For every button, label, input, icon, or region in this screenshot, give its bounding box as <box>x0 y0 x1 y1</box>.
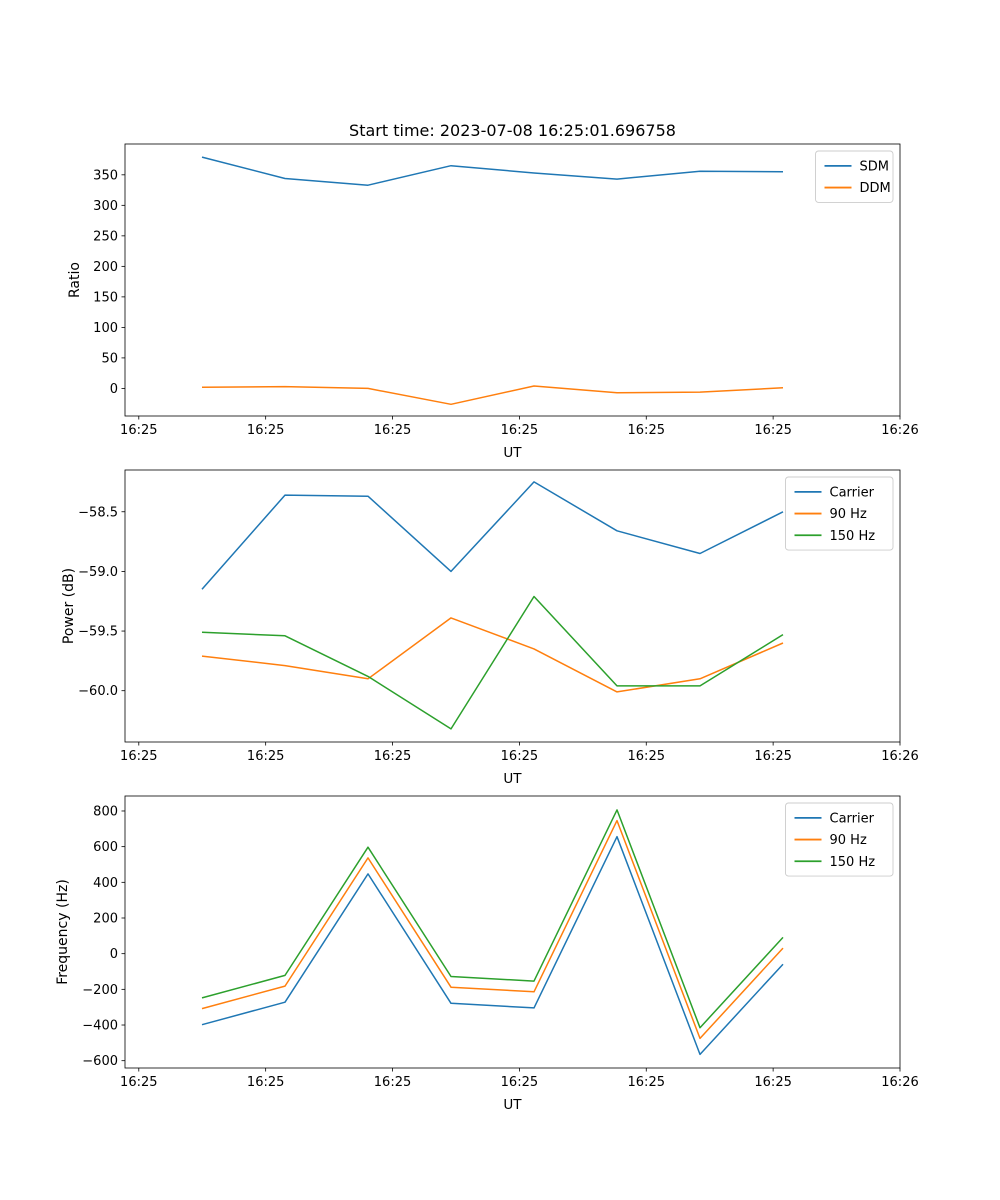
x-tick-label: 16:25 <box>120 1075 157 1090</box>
x-tick-label: 16:25 <box>374 749 411 764</box>
series-line-carrier <box>201 835 784 1056</box>
x-tick-label: 16:25 <box>374 1075 411 1090</box>
subplot-1: 350 300 250 200 150 100 50 0 16:25 16:25 16:25 16:2… <box>93 143 919 438</box>
y-tick-label: 0 <box>110 382 118 397</box>
legend: Carrier 90 Hz 150 Hz <box>785 802 894 877</box>
y-tick-label: 600 <box>93 840 118 855</box>
x-tick-label: 16:25 <box>754 749 791 764</box>
series-line-ddm <box>201 385 784 406</box>
y-tick-label: 0 <box>110 947 118 962</box>
axes-frame <box>124 795 901 1069</box>
y-tick-label: −600 <box>82 1054 118 1069</box>
legend-label: Carrier <box>830 485 875 500</box>
x-tick-label: 16:25 <box>754 1075 791 1090</box>
y-tick-label: −58.5 <box>78 505 118 520</box>
x-axis-label-ut-3: UT <box>503 1097 522 1113</box>
legend-frame <box>785 476 894 551</box>
legend-label: DDM <box>860 181 891 196</box>
y-tick-label: −400 <box>82 1019 118 1034</box>
legend-label: 150 Hz <box>830 529 876 544</box>
legend: SDM DDM <box>815 150 894 203</box>
y-tick-label: 250 <box>93 229 118 244</box>
x-tick-label: 16:25 <box>628 423 665 438</box>
x-tick-label: 16:25 <box>628 1075 665 1090</box>
legend-frame <box>785 802 894 877</box>
y-tick-label: 100 <box>93 321 118 336</box>
legend-label: Carrier <box>830 811 875 826</box>
series-line-150-hz <box>201 809 784 1029</box>
series-line-150-hz <box>201 595 784 730</box>
x-tick-label: 16:26 <box>881 1075 918 1090</box>
x-axis-label-ut-1: UT <box>503 445 522 461</box>
legend-frame <box>815 150 894 203</box>
x-tick-label: 16:25 <box>120 423 157 438</box>
y-tick-label: 50 <box>101 351 118 366</box>
x-tick-label: 16:25 <box>374 423 411 438</box>
legend-label: SDM <box>860 159 889 174</box>
x-axis-label-ut-2: UT <box>503 771 522 787</box>
x-tick-label: 16:25 <box>628 749 665 764</box>
x-tick-label: 16:25 <box>247 749 284 764</box>
x-tick-label: 16:25 <box>501 1075 538 1090</box>
x-tick-label: 16:25 <box>754 423 791 438</box>
y-tick-label: 350 <box>93 168 118 183</box>
x-tick-label: 16:25 <box>120 749 157 764</box>
series-line-90-hz <box>201 819 784 1040</box>
y-tick-label: −60.0 <box>78 684 118 699</box>
series-line-sdm <box>201 156 784 186</box>
y-tick-label: 200 <box>93 260 118 275</box>
y-tick-label: 400 <box>93 876 118 891</box>
y-axis-label-power: Power (dB) <box>61 567 77 645</box>
y-axis-label-frequency: Frequency (Hz) <box>55 879 71 985</box>
axes-frame <box>124 143 901 417</box>
y-tick-label: −59.0 <box>78 565 118 580</box>
y-tick-label: 150 <box>93 290 118 305</box>
series-line-90-hz <box>201 617 784 693</box>
legend-label: 150 Hz <box>830 855 876 870</box>
y-tick-label: 800 <box>93 804 118 819</box>
legend-label: 90 Hz <box>830 833 867 848</box>
y-tick-label: −59.5 <box>78 625 118 640</box>
legend-label: 90 Hz <box>830 507 867 522</box>
legend: Carrier 90 Hz 150 Hz <box>785 476 894 551</box>
x-tick-label: 16:25 <box>501 749 538 764</box>
y-axis-label-ratio: Ratio <box>67 262 83 298</box>
x-tick-label: 16:25 <box>501 423 538 438</box>
x-tick-label: 16:25 <box>247 1075 284 1090</box>
series-line-carrier <box>201 481 784 590</box>
axes-frame <box>124 469 901 743</box>
y-tick-label: −200 <box>82 983 118 998</box>
subplot-2: −58.5 −59.0 −59.5 −60.0 16:25 16:25 16:25 16:25… <box>78 469 919 764</box>
x-tick-label: 16:26 <box>881 423 918 438</box>
y-tick-label: 200 <box>93 911 118 926</box>
chart-title: Start time: 2023-07-08 16:25:01.696758 <box>349 121 676 140</box>
y-tick-label: 300 <box>93 199 118 214</box>
x-tick-label: 16:25 <box>247 423 284 438</box>
x-tick-label: 16:26 <box>881 749 918 764</box>
